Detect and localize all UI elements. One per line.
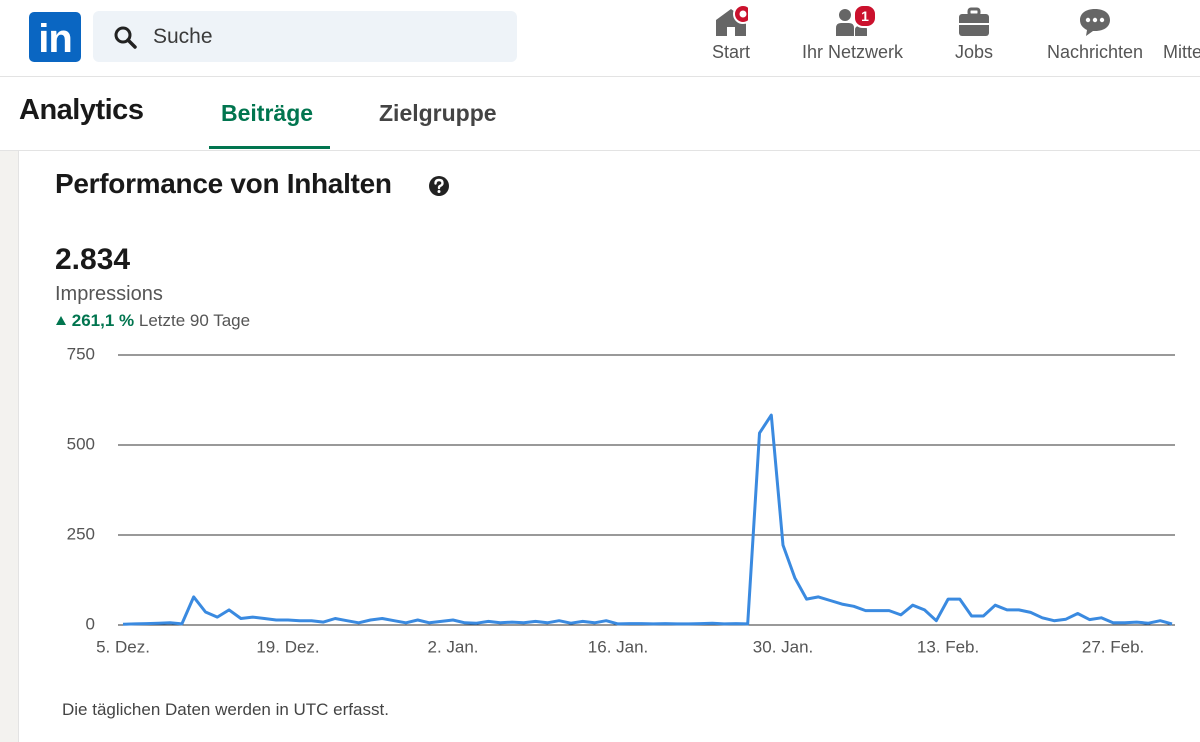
metric-value: 2.834 (55, 243, 131, 276)
metric-change: 261,1 % Letzte 90 Tage (55, 311, 250, 331)
metric-label: Impressions (55, 283, 163, 305)
bell-icon (1163, 6, 1197, 38)
tab-active[interactable]: Beiträge (221, 100, 314, 126)
messages-icon (1080, 9, 1110, 36)
x-tick-label: 2. Jan. (427, 637, 478, 656)
nav-network[interactable]: 1 Ihr Netzwerk (795, 4, 910, 72)
nav-label: Jobs (954, 42, 994, 62)
x-tick-label: 27. Feb. (1082, 637, 1144, 656)
y-tick-label: 750 (67, 344, 95, 363)
change-value: 261,1 % (71, 311, 135, 330)
x-tick-label: 5. Dez. (96, 637, 150, 656)
footnote: Die täglichen Daten werden in UTC erfass… (62, 700, 389, 719)
chart: 0 250 500 750 5. Dez. 19. Dez. 2. Jan. 16. Jan.… (67, 344, 1175, 656)
y-tick-label: 500 (67, 434, 95, 453)
logo[interactable]: in (29, 12, 81, 62)
search-placeholder: Suche (153, 25, 213, 48)
up-arrow (56, 316, 66, 325)
nav-label: Nachrichten (1046, 42, 1144, 62)
x-tick-label: 30. Jan. (753, 637, 814, 656)
jobs-icon (959, 7, 989, 36)
nav-messages[interactable]: Nachrichten (1040, 6, 1150, 72)
nav-label: Mitte (1163, 42, 1200, 62)
y-tick-label: 0 (86, 614, 95, 633)
help-icon[interactable] (428, 175, 450, 197)
page-title: Analytics (19, 94, 144, 126)
x-tick-label: 16. Jan. (588, 637, 649, 656)
x-tick-label: 13. Feb. (917, 637, 979, 656)
nav-notifications[interactable]: Mitte (1163, 6, 1200, 72)
side-strip (0, 151, 19, 742)
sub-nav: Analytics Beiträge Zielgruppe (0, 77, 1200, 151)
nav-start[interactable]: Start (700, 6, 762, 72)
nav-jobs[interactable]: Jobs (944, 6, 1004, 72)
data-line (122, 413, 1173, 626)
y-tick-label: 250 (67, 524, 95, 543)
search-icon (114, 26, 137, 49)
notification-badge: 1 (853, 4, 877, 28)
home-icon (716, 6, 748, 36)
search-box[interactable]: Suche (93, 11, 517, 62)
top-bar: in Suche Start 1 Ihr Netzwerk Jobs Nachr… (0, 0, 1200, 77)
nav-label: Start (711, 42, 750, 62)
tab-underline (209, 146, 330, 149)
change-period: Letzte 90 Tage (138, 311, 251, 330)
x-tick-label: 19. Dez. (256, 637, 319, 656)
card-title: Performance von Inhalten (55, 168, 392, 199)
tab[interactable]: Zielgruppe (379, 100, 497, 126)
nav-label: Ihr Netzwerk (801, 42, 904, 62)
